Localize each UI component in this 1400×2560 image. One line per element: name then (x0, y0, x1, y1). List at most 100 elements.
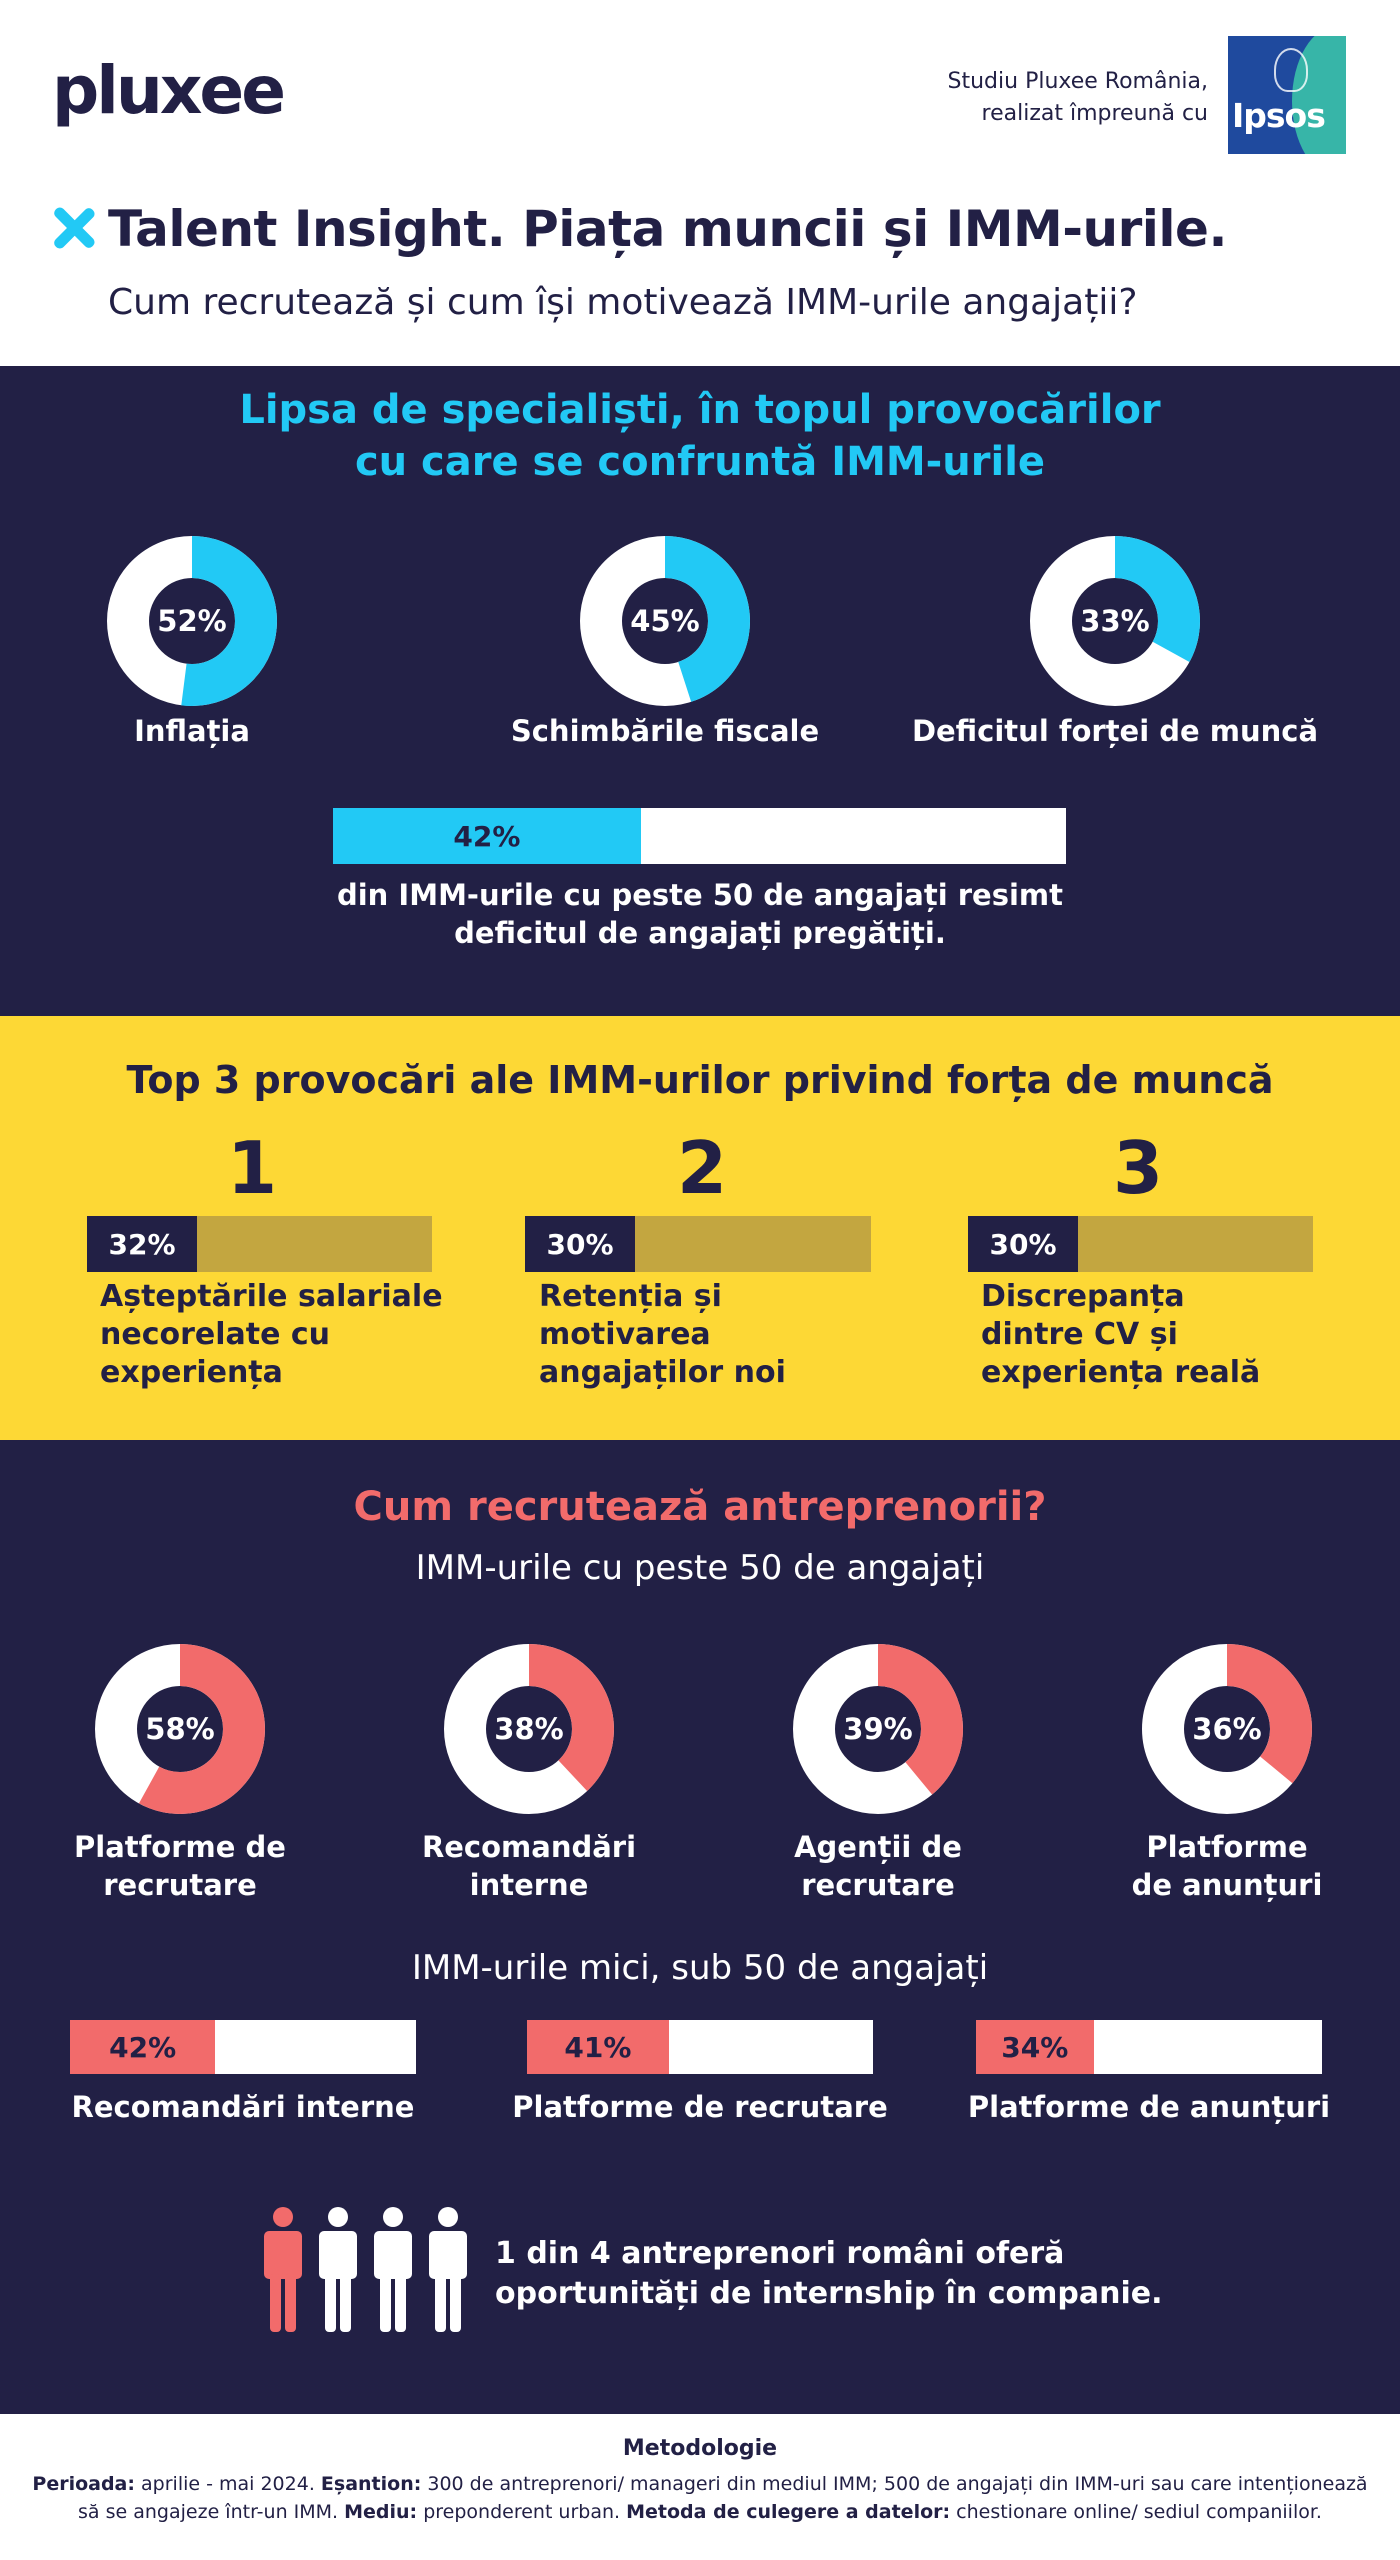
donut-job-ad-platforms: 36% (1142, 1644, 1312, 1814)
donut-caption: Schimbările fiscale (510, 714, 820, 748)
ipsos-logo: Ipsos (1228, 36, 1346, 154)
donut-caption: Platforme de recrutare (30, 1828, 330, 1904)
bar-fill (70, 2020, 216, 2074)
donut-arc (1030, 536, 1200, 706)
bar-value: 42% (109, 2030, 177, 2064)
bar-value: 32% (87, 1216, 197, 1272)
pluxee-logo: pluxee (52, 52, 286, 129)
methodology-title: Metodologie (622, 2436, 778, 2461)
donut-value: 33% (1080, 604, 1150, 638)
donut-caption: Recomandări interne (379, 1828, 679, 1904)
top3-heading: Top 3 provocări ale IMM-urilor privind f… (126, 1058, 1274, 1102)
person-icon (374, 2207, 412, 2332)
rank-number: 3 (1112, 1126, 1164, 1210)
caption-line: Platforme de (74, 1830, 286, 1864)
caption-line: Recomandări (421, 1830, 637, 1864)
donut-inflation: 52% (107, 536, 277, 706)
people-icons (264, 2207, 467, 2332)
large-sme-heading: IMM-urile cu peste 50 de angajați (415, 1548, 985, 1588)
page-subtitle: Cum recrutează și cum își motivează IMM-… (108, 282, 1138, 323)
small-bar-caption: Platforme de anunțuri (967, 2090, 1331, 2124)
bar-value: 41% (564, 2030, 632, 2064)
small-bar-1: 42% (70, 2020, 416, 2074)
internship-statement: 1 din 4 antreprenori români oferă oportu… (495, 2234, 1163, 2314)
person-icon (319, 2207, 357, 2332)
challenges-heading: Lipsa de specialiști, în topul provocări… (0, 384, 1400, 488)
environment-value: preponderent urban. (417, 2501, 627, 2523)
caption-line: interne (469, 1868, 589, 1902)
caption-line: motivarea (539, 1317, 711, 1352)
challenges-heading-line1: Lipsa de specialiști, în topul provocări… (239, 387, 1161, 433)
donut-recruiting-agencies: 39% (793, 1644, 963, 1814)
caption-line: oportunități de internship în companie. (495, 2276, 1163, 2311)
bar-value: 42% (453, 819, 521, 853)
donut-caption: Deficitul forței de muncă (911, 714, 1319, 748)
donut-caption: Inflația (134, 714, 250, 748)
method-label: Metoda de culegere a datelor: (626, 2501, 951, 2523)
sample-value: 300 de antreprenori/ manageri din mediul… (78, 2473, 1368, 2523)
donut-internal-referrals: 38% (444, 1644, 614, 1814)
study-credit-line2: realizat împreună cu (981, 101, 1208, 126)
trained-staff-bar: 42% (333, 808, 1066, 864)
caption-line: Retenția și (539, 1279, 722, 1314)
caption-line: Așteptările salariale (100, 1279, 443, 1314)
donut-arc (95, 1644, 265, 1814)
caption-line: experiența reală (981, 1355, 1261, 1390)
top3-caption-3: Discrepanța dintre CV și experiența real… (981, 1278, 1341, 1392)
profile-head-icon (1274, 48, 1308, 92)
donut-fiscal-changes: 45% (580, 536, 750, 706)
small-sme-heading: IMM-urile mici, sub 50 de angajați (411, 1948, 989, 1988)
donut-value: 39% (843, 1712, 913, 1746)
method-value: chestionare online/ sediul companiilor. (950, 2501, 1322, 2523)
donut-value: 58% (145, 1712, 215, 1746)
caption-line: recrutare (103, 1868, 257, 1902)
donut-caption: Agenții de recrutare (728, 1828, 1028, 1904)
environment-label: Mediu: (344, 2501, 418, 2523)
bar-value: 34% (1001, 2030, 1069, 2064)
pluxee-x-icon (54, 207, 95, 249)
caption-line: necorelate cu (100, 1317, 331, 1352)
caption-line: deficitul de angajați pregătiți. (454, 916, 946, 950)
caption-line: din IMM-urile cu peste 50 de angajați re… (336, 878, 1063, 912)
small-bar-3: 34% (976, 2020, 1322, 2074)
small-bar-caption: Recomandări interne (71, 2090, 415, 2124)
bar-fill (976, 2020, 1094, 2074)
caption-line: Platforme (1146, 1830, 1308, 1864)
period-label: Perioada: (32, 2473, 135, 2495)
donut-arc (107, 536, 277, 706)
challenges-heading-line2: cu care se confruntă IMM-urile (354, 439, 1046, 485)
bar-fill (527, 2020, 669, 2074)
donut-arc (444, 1644, 614, 1814)
person-icon (429, 2207, 467, 2332)
donut-value: 36% (1192, 1712, 1262, 1746)
bar-value: 30% (525, 1216, 635, 1272)
methodology-text: Perioada: aprilie - mai 2024. Eșantion: … (20, 2470, 1380, 2526)
donut-arc (580, 536, 750, 706)
recruiting-heading: Cum recrutează antreprenorii? (353, 1484, 1047, 1530)
bar-value: 30% (968, 1216, 1078, 1272)
study-credit-line1: Studiu Pluxee România, (947, 69, 1208, 94)
donut-value: 38% (494, 1712, 564, 1746)
bar-fill (333, 808, 641, 864)
sample-label: Eșantion: (320, 2473, 422, 2495)
top3-bar-1: 32% (87, 1216, 432, 1272)
period-value: aprilie - mai 2024. (134, 2473, 321, 2495)
top3-caption-2: Retenția și motivarea angajaților noi (539, 1278, 899, 1392)
rank-number: 1 (226, 1126, 278, 1210)
donut-recruiting-platforms: 58% (95, 1644, 265, 1814)
caption-line: experiența (100, 1355, 283, 1390)
caption-line: 1 din 4 antreprenori români oferă (495, 2236, 1065, 2271)
recruiting-section (0, 1440, 1400, 2414)
small-bar-2: 41% (527, 2020, 873, 2074)
top3-bar-3: 30% (968, 1216, 1313, 1272)
donut-arc (1142, 1644, 1312, 1814)
caption-line: Agenții de (794, 1830, 962, 1864)
top3-caption-1: Așteptările salariale necorelate cu expe… (100, 1278, 460, 1392)
donut-caption: Platforme de anunțuri (1077, 1828, 1377, 1904)
rank-number: 2 (676, 1126, 728, 1210)
caption-line: Discrepanța (981, 1279, 1185, 1314)
caption-line: recrutare (801, 1868, 955, 1902)
donut-labor-shortage: 33% (1030, 536, 1200, 706)
page-title: Talent Insight. Piața muncii și IMM-uril… (108, 200, 1227, 258)
caption-line: angajaților noi (539, 1355, 786, 1390)
